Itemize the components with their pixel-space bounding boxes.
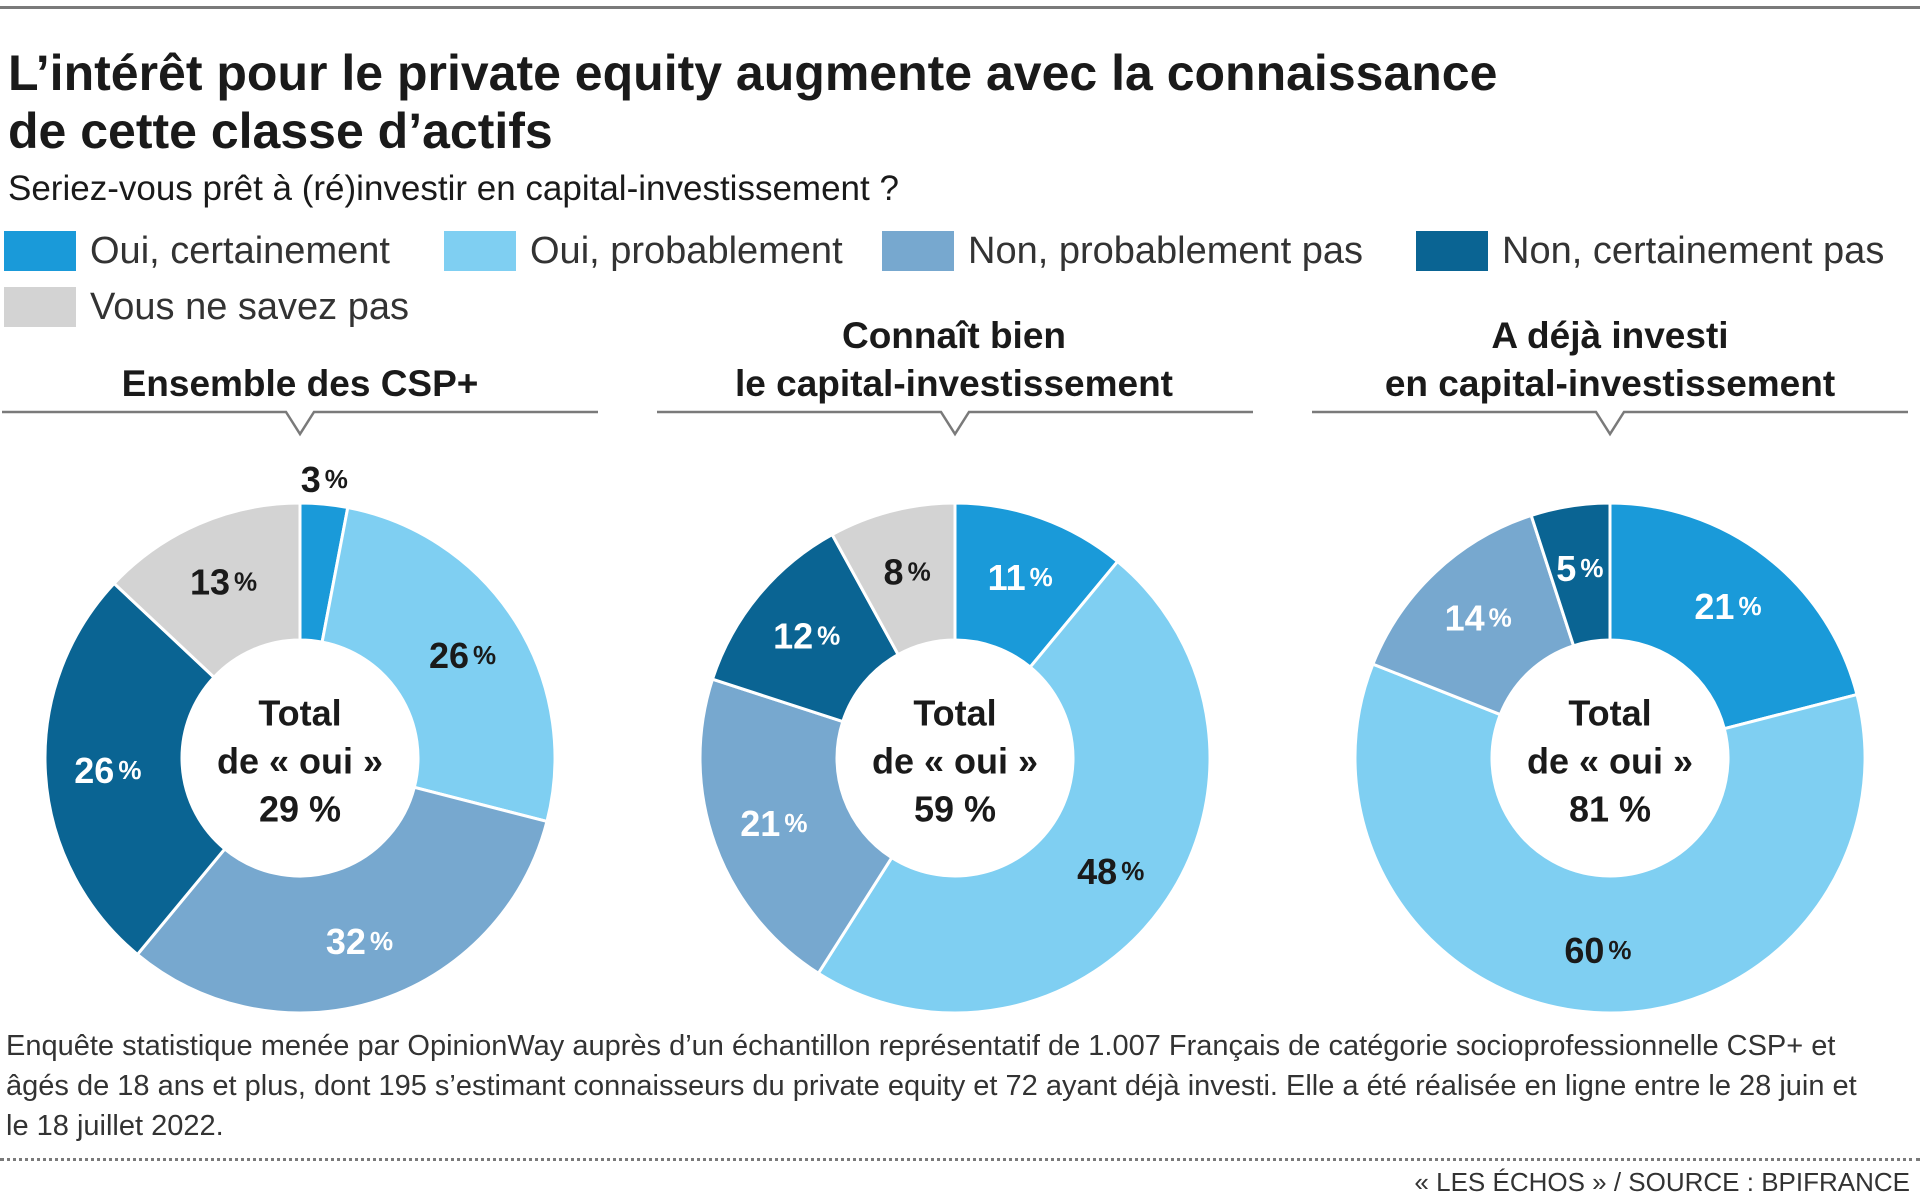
chart-title: L’intérêt pour le private equity augment… [8,45,1498,159]
legend-item-oui-certainement: Oui, certainement [4,226,390,276]
slice-label: 5% [1556,547,1603,588]
legend-swatch [444,231,516,271]
panel-rule [1312,410,1908,437]
panel-title: Ensemble des CSP+ [121,363,479,404]
slice-label-value: 14 [1445,597,1485,638]
slice-label-unit: % [1489,603,1512,633]
slice-label-unit: % [817,620,840,650]
center-label-line: 81 % [1569,789,1651,830]
slice-label: 60% [1564,930,1631,971]
slice-label-value: 21 [740,803,780,844]
legend-item-vous-ne-savez-pas: Vous ne savez pas [4,282,409,332]
slice-label: 8% [884,551,931,592]
slice-label-unit: % [370,926,393,956]
slice-oui-probablement [816,559,1212,1015]
legend: Oui, certainement Oui, probablement Non,… [4,226,1914,346]
slice-label-unit: % [1738,591,1761,621]
legend-item-non-certainement-pas: Non, certainement pas [1416,226,1884,276]
legend-label: Non, probablement pas [968,230,1364,272]
panel-title: Connaît bien le capital-investissement [734,315,1174,404]
slice-label-value: 5 [1556,547,1576,588]
slice-label-value: 32 [326,921,366,962]
slice-label-unit: % [1580,553,1603,583]
center-label-line: 59 % [914,789,996,830]
panel-head-investi: A déjà investi en capital-investissement [1310,315,1910,426]
slice-label-unit: % [1608,935,1631,965]
slice-label-value: 60 [1564,930,1604,971]
slice-non-probablement-pas [1370,513,1576,717]
legend-item-oui-probablement: Oui, probablement [444,226,843,276]
chart-subtitle: Seriez-vous prêt à (ré)investir en capit… [8,169,899,208]
slice-label-value: 48 [1077,851,1117,892]
slice-vous-ne-savez-pas [111,501,302,680]
center-label-line: de « oui » [217,741,383,782]
legend-swatch [882,231,954,271]
slice-label: 11% [988,556,1053,597]
top-rule [0,6,1920,9]
slice-label: 21% [740,803,807,844]
slice-label-value: 8 [884,551,904,592]
slice-oui-probablement [1353,662,1867,1015]
slice-label-unit: % [473,640,496,670]
panel-head-connait: Connaît bien le capital-investissement [654,315,1254,426]
slice-label-value: 26 [429,634,469,675]
slice-non-certainement-pas [1529,501,1612,648]
slice-label: 13% [190,561,257,602]
slice-label-unit: % [118,755,141,785]
slice-label-unit: % [234,566,257,596]
slice-non-certainement-pas [710,532,901,724]
legend-swatch [4,287,76,327]
slice-label-value: 21 [1694,585,1734,626]
center-label-line: de « oui » [1527,741,1693,782]
panel-rule [2,410,598,437]
slice-label-value: 11 [988,556,1026,597]
legend-label: Oui, certainement [90,230,390,272]
center-label-line: de « oui » [872,741,1038,782]
slice-oui-certainement [1608,501,1859,731]
footnote: Enquête statistique menée par OpinionWay… [6,1030,1857,1142]
slice-label-value: 3 [301,459,321,500]
source-credit: « LES ÉCHOS » / SOURCE : BPIFRANCE [1414,1167,1910,1197]
bottom-rule [0,1158,1920,1161]
slice-label-value: 26 [74,750,114,791]
center-label-line: Total [1568,693,1651,734]
slice-label-unit: % [784,808,807,838]
slice-label: 26% [74,750,141,791]
slice-label: 48% [1077,851,1144,892]
center-label-line: 29 % [259,789,341,830]
slice-label: 21% [1694,585,1761,626]
center-label-line: Total [913,693,996,734]
slice-label-value: 13 [190,561,230,602]
legend-item-non-probablement-pas: Non, probablement pas [882,226,1363,276]
panel-title: A déjà investi en capital-investissement [1384,315,1836,404]
slice-non-probablement-pas [698,677,894,976]
legend-label: Vous ne savez pas [90,286,409,328]
slice-label-value: 12 [773,615,813,656]
slice-label: 32% [326,921,393,962]
slice-label-unit: % [908,557,931,587]
legend-swatch [1416,231,1488,271]
slice-label: 14% [1445,597,1512,638]
slice-label-unit: % [1121,856,1144,886]
center-label-line: Total [258,693,341,734]
slice-oui-probablement [320,505,557,824]
legend-label: Oui, probablement [530,230,843,272]
slice-vous-ne-savez-pas [830,501,957,657]
panel-head-ensemble: Ensemble des CSP+ [0,316,600,426]
slice-label-unit: % [325,464,348,494]
slice-label: 12% [773,615,840,656]
legend-swatch [4,231,76,271]
slice-label-unit: % [1030,562,1053,592]
legend-label: Non, certainement pas [1502,230,1885,272]
slice-label: 3% [301,459,348,500]
slice-label: 26% [429,634,496,675]
slice-non-certainement-pas [43,581,227,957]
slice-non-probablement-pas [135,785,549,1015]
panel-rule [657,410,1253,437]
